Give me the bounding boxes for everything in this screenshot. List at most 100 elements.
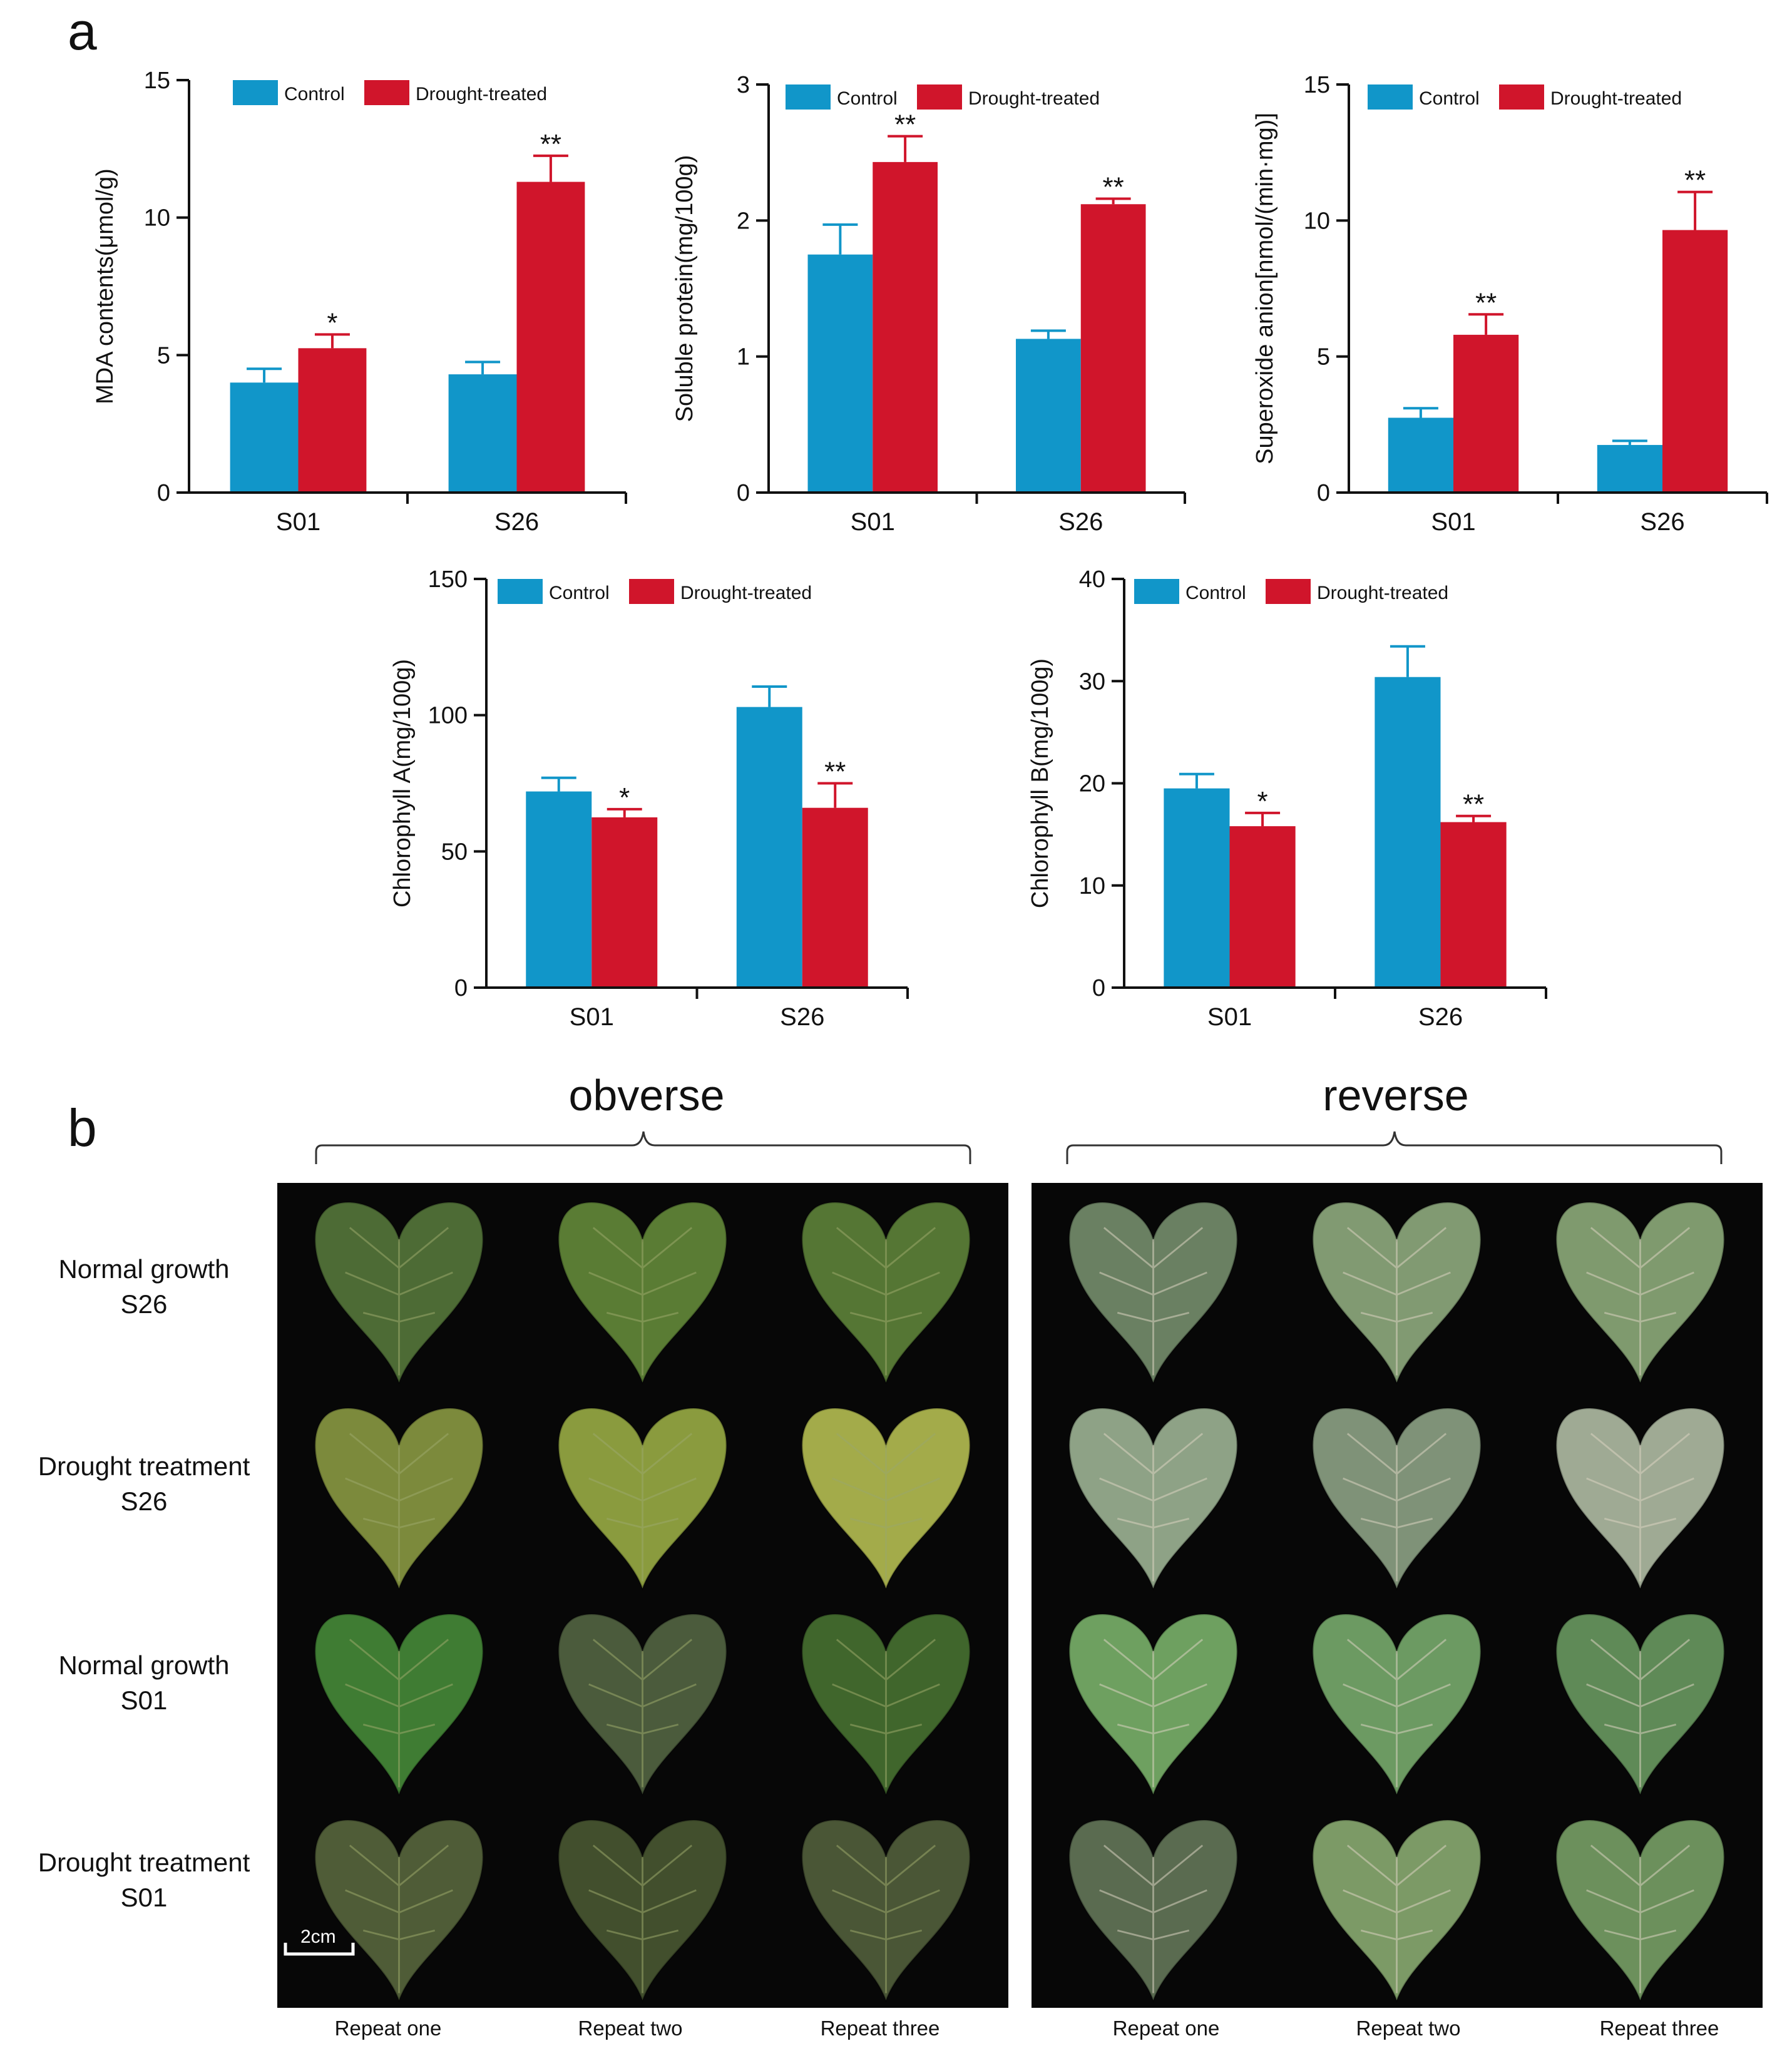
- x-tick-label-s26: S26: [494, 508, 539, 536]
- significance-marker: *: [327, 307, 337, 338]
- x-tick-label-s01: S01: [851, 508, 895, 536]
- col-label-reverse-repeat-one: Repeat one: [1112, 2017, 1220, 2040]
- leaf-photo-obverse-r4-c2: [521, 1801, 764, 2007]
- obverse-brace: [315, 1131, 971, 1164]
- bar-drought-treated-s26: [1662, 230, 1728, 493]
- y-tick-label: 100: [428, 703, 468, 729]
- legend-swatch-drought: [364, 80, 409, 105]
- row-label-line1: Normal growth: [58, 1254, 230, 1284]
- row-label-line2: S26: [120, 1289, 168, 1319]
- legend-label-control: Control: [284, 84, 345, 105]
- legend-swatch-drought: [1499, 84, 1544, 110]
- y-axis-label: Chlorophyll A(mg/100g): [389, 659, 416, 908]
- y-tick-label: 30: [1079, 668, 1105, 695]
- reverse-brace: [1066, 1131, 1723, 1164]
- y-tick-label: 0: [737, 480, 750, 506]
- y-tick-label: 0: [1317, 480, 1330, 506]
- y-axis-label: Chlorophyll B(mg/100g): [1027, 658, 1053, 908]
- x-tick-label-s26: S26: [1640, 508, 1684, 536]
- y-tick-label: 0: [157, 480, 170, 506]
- reverse-title: reverse: [1323, 1071, 1469, 1120]
- y-tick-label: 10: [1079, 873, 1105, 899]
- leaf-photo-obverse-r2-c2: [521, 1389, 764, 1595]
- leaf-photo-reverse-r1-c1: [1032, 1183, 1275, 1389]
- panel-label-b: b: [68, 1098, 97, 1157]
- leaf-photo-obverse-r4-c3: [764, 1801, 1008, 2007]
- legend-swatch-drought: [1266, 579, 1311, 604]
- leaf-photo-obverse-r3-c1: [277, 1595, 521, 1801]
- x-tick-label-s01: S01: [1431, 508, 1475, 536]
- y-axis-label: Soluble protein(mg/100g): [672, 155, 698, 422]
- bar-control-s01: [526, 791, 592, 988]
- leaf-photo-obverse-r3-c3: [764, 1595, 1008, 1801]
- bar-control-s26: [1375, 677, 1441, 988]
- leaf-photo-reverse-r1-c3: [1518, 1183, 1762, 1389]
- leaf-photo-reverse-r2-c2: [1275, 1389, 1518, 1595]
- leaf-photo-reverse-r4-c2: [1275, 1801, 1518, 2007]
- legend-label-control: Control: [1419, 88, 1480, 109]
- scale-bar: [284, 1943, 355, 1956]
- significance-marker: *: [1257, 786, 1268, 817]
- y-tick-label: 20: [1079, 771, 1105, 797]
- scale-bar-label: 2cm: [300, 1926, 336, 1947]
- significance-marker: **: [824, 757, 846, 787]
- row-label-normal-s01: Normal growth S01: [6, 1648, 282, 1718]
- panel-label-a: a: [68, 2, 97, 61]
- bar-control-s26: [1016, 339, 1081, 493]
- y-tick-label: 1: [737, 344, 750, 371]
- bar-drought-treated-s26: [802, 807, 868, 988]
- bar-drought-treated-s26: [516, 182, 585, 493]
- bar-control-s01: [807, 254, 873, 493]
- leaf-photo-obverse-r1-c2: [521, 1183, 764, 1389]
- legend-label-control: Control: [549, 583, 610, 603]
- row-label-line1: Drought treatment: [38, 1451, 250, 1481]
- leaf-photo-reverse-r3-c1: [1032, 1595, 1275, 1801]
- leaf-photo-obverse-r2-c3: [764, 1389, 1008, 1595]
- y-tick-label: 15: [1304, 72, 1330, 98]
- row-label-line2: S01: [120, 1685, 168, 1715]
- bar-drought-treated-s01: [1453, 334, 1519, 493]
- significance-marker: **: [540, 129, 561, 160]
- bar-control-s01: [1388, 417, 1453, 493]
- y-tick-label: 150: [428, 566, 468, 593]
- leaf-photo-reverse-r3-c3: [1518, 1595, 1762, 1801]
- y-tick-label: 15: [144, 68, 170, 94]
- legend-swatch-control: [786, 84, 831, 110]
- col-label-obverse-repeat-three: Repeat three: [820, 2017, 940, 2040]
- leaf-photo-obverse-r4-c1: [277, 1801, 521, 2007]
- y-tick-label: 50: [441, 839, 468, 865]
- row-label-line1: Normal growth: [58, 1650, 230, 1680]
- legend-swatch-control: [498, 579, 543, 604]
- x-tick-label-s26: S26: [1418, 1003, 1463, 1031]
- bar-drought-treated-s01: [591, 817, 658, 988]
- y-tick-label: 10: [1304, 208, 1330, 234]
- y-tick-label: 5: [157, 342, 170, 369]
- legend-swatch-drought: [917, 84, 962, 110]
- bar-drought-treated-s01: [1229, 826, 1296, 988]
- legend-label-drought: Drought-treated: [680, 583, 812, 603]
- col-label-obverse-repeat-one: Repeat one: [334, 2017, 442, 2040]
- legend-swatch-control: [233, 80, 278, 105]
- x-tick-label-s01: S01: [570, 1003, 614, 1031]
- y-tick-label: 40: [1079, 566, 1105, 593]
- y-tick-label: 0: [1092, 975, 1105, 1001]
- y-tick-label: 10: [144, 205, 170, 232]
- leaf-photo-reverse-r2-c1: [1032, 1389, 1275, 1595]
- chart-2: ** ** 0 1 2 3 S01 S26 Soluble protein(mg/100g) Co…: [672, 72, 1186, 536]
- legend-label-control: Control: [837, 88, 898, 109]
- y-tick-label: 5: [1317, 344, 1330, 371]
- y-axis-label: Superoxide anion[nmol/(min·mg)]: [1252, 113, 1278, 464]
- chart-3: ** ** 0 5 10 15 S01 S26 Superoxide anion[nmol/(m…: [1252, 72, 1768, 536]
- leaf-photo-reverse-r4-c1: [1032, 1801, 1275, 2007]
- bar-control-s01: [1164, 788, 1230, 988]
- leaf-photo-reverse-r3-c2: [1275, 1595, 1518, 1801]
- legend-label-drought: Drought-treated: [968, 88, 1100, 109]
- legend-label-drought: Drought-treated: [1550, 88, 1682, 109]
- bar-drought-treated-s01: [873, 161, 938, 493]
- bar-control-s01: [230, 382, 299, 493]
- legend-swatch-control: [1134, 579, 1179, 604]
